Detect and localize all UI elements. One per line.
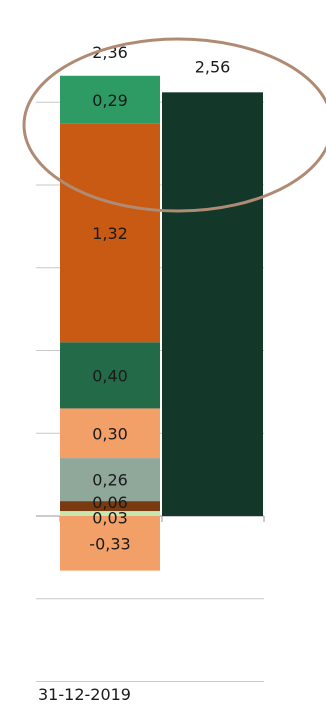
segment-label: 0,06: [92, 493, 128, 512]
comparison-bar: [162, 92, 263, 516]
segment-label: 0,30: [92, 424, 128, 443]
x-tick-label: 31-12-2019: [38, 685, 131, 704]
bar-segment: [60, 342, 160, 409]
data-labels: 0,030,06 0,26 0,30 0,40 1,32 0,29 -0,33 2,36 2,5…: [89, 43, 230, 554]
highlight-ellipse: [22, 37, 326, 213]
bar-segment: [60, 516, 160, 571]
bar-segment: [60, 501, 160, 512]
comparison-bar-label: 2,56: [195, 57, 231, 76]
segment-label: 1,32: [92, 224, 128, 243]
segment-label: 0,26: [92, 471, 128, 490]
segment-label: 0,29: [92, 91, 128, 110]
bar-segment: [60, 123, 160, 343]
segment-label: -0,33: [89, 534, 130, 553]
bar-segment: [60, 511, 160, 516]
segment-label: 0,40: [92, 366, 128, 385]
bar-segment: [60, 458, 160, 502]
bar-segment: [60, 408, 160, 459]
stack-total-label: 2,36: [92, 43, 128, 62]
bars: [60, 75, 263, 571]
segment-label: 0,03: [92, 509, 128, 528]
bar-segment: [60, 75, 160, 124]
